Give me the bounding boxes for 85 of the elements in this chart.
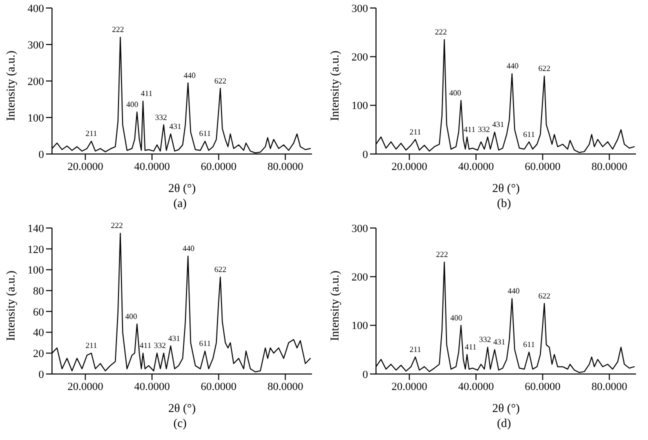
annotation: 440 (508, 286, 520, 296)
annotation: 400 (125, 312, 138, 321)
y-tick-label: 300 (28, 39, 44, 52)
y-axis-title: Intensity (a.u.) (327, 50, 342, 121)
annotation: 622 (538, 291, 550, 300)
x-tick-label: 40.0000 (134, 160, 170, 173)
annotation: 222 (112, 25, 124, 34)
y-tick-label: 100 (352, 100, 368, 112)
annotation: 622 (214, 265, 226, 274)
annotation: 211 (85, 129, 98, 138)
annotation: 611 (199, 129, 211, 138)
x-axis-title: 2θ (°) (492, 181, 520, 195)
text: (c) (172, 416, 188, 431)
y-tick-label: 100 (28, 112, 44, 124)
y-tick-label: 40 (33, 327, 44, 340)
y-tick-label: 200 (352, 52, 368, 64)
x-tick-label: 40.0000 (458, 160, 494, 173)
y-tick-label: 0 (362, 148, 368, 161)
y-tick-label: 0 (38, 148, 44, 161)
annotation: 611 (523, 130, 535, 139)
y-tick-label: 200 (28, 76, 44, 88)
annotation: 222 (434, 28, 447, 37)
annotation: 431 (493, 338, 506, 347)
annotation: 222 (110, 221, 123, 230)
y-tick-label: 300 (352, 222, 368, 235)
y-tick-label: 120 (28, 244, 44, 256)
annotation: 440 (184, 70, 196, 80)
y-tick-label: 60 (33, 306, 44, 318)
annotation: 400 (450, 313, 462, 322)
annotation: 431 (168, 334, 180, 343)
y-tick-label: 300 (352, 2, 368, 15)
y-tick-label: 20 (33, 348, 44, 360)
annotation: 332 (478, 124, 490, 134)
x-tick-label: 60.0000 (200, 160, 238, 173)
y-axis-title: Intensity (a.u.) (3, 50, 18, 121)
x-tick-label: 80.0000 (591, 160, 628, 173)
annotation: 332 (478, 335, 491, 344)
y-tick-label: 0 (362, 368, 368, 381)
annotation: 222 (436, 250, 448, 260)
x-axis-title: 2θ (°) (168, 181, 196, 195)
annotation: 622 (214, 76, 226, 86)
x-tick-label: 80.0000 (591, 380, 628, 393)
annotation: 411 (464, 124, 476, 134)
annotation: 332 (154, 341, 166, 350)
text: (d) (496, 416, 512, 431)
annotation: 431 (169, 122, 182, 131)
y-tick-label: 200 (352, 272, 368, 284)
annotation: 211 (409, 127, 422, 136)
x-axis-title: 2θ (°) (168, 401, 196, 415)
annotation: 211 (85, 341, 98, 350)
y-tick-label: 0 (38, 368, 44, 381)
x-tick-label: 80.0000 (267, 380, 304, 393)
y-tick-label: 100 (28, 264, 44, 277)
x-tick-label: 80.0000 (267, 160, 304, 173)
x-axis-title: 2θ (°) (492, 401, 520, 415)
y-tick-label: 400 (28, 2, 44, 15)
annotation: 440 (506, 62, 518, 71)
annotation: 400 (126, 100, 138, 110)
annotation: 622 (538, 64, 550, 74)
annotation: 211 (409, 344, 422, 354)
x-tick-label: 60.0000 (524, 380, 562, 393)
x-tick-label: 60.0000 (200, 380, 238, 393)
annotation: 611 (523, 340, 535, 350)
annotation: 611 (199, 339, 211, 348)
text: (b) (496, 196, 512, 211)
x-tick-label: 40.0000 (458, 380, 494, 393)
y-axis-title: Intensity (a.u.) (327, 270, 342, 341)
annotation: 400 (449, 88, 462, 98)
y-axis-title: Intensity (a.u.) (3, 270, 18, 341)
text: (a) (172, 196, 188, 211)
y-tick-label: 140 (28, 222, 44, 235)
x-tick-label: 20.0000 (391, 380, 428, 393)
annotation: 431 (492, 120, 504, 130)
x-tick-label: 20.0000 (391, 160, 428, 173)
y-tick-label: 100 (352, 320, 368, 332)
x-tick-label: 60.0000 (524, 160, 562, 173)
annotation: 411 (140, 341, 152, 350)
x-tick-label: 20.0000 (67, 160, 104, 173)
x-tick-label: 20.0000 (67, 380, 104, 393)
annotation: 411 (140, 89, 152, 98)
y-tick-label: 80 (33, 285, 44, 298)
x-tick-label: 40.0000 (134, 380, 170, 393)
annotation: 411 (464, 342, 476, 352)
annotation: 440 (182, 244, 194, 254)
annotation: 332 (154, 112, 167, 122)
